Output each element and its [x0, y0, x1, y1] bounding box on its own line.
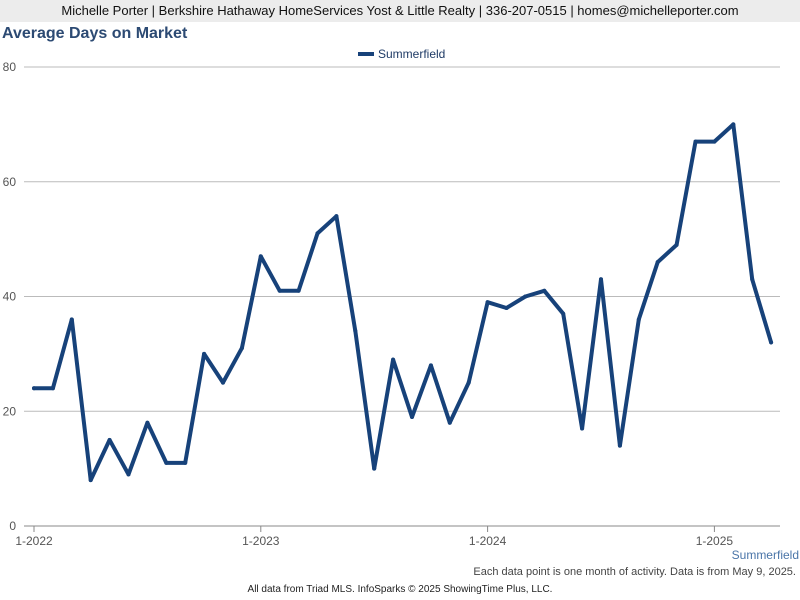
data-point	[202, 351, 207, 356]
y-tick-label: 80	[3, 60, 17, 74]
data-point	[107, 437, 112, 442]
data-point	[221, 380, 225, 385]
source-footer: All data from Triad MLS. InfoSparks © 20…	[247, 584, 553, 595]
data-point	[769, 340, 774, 345]
x-tick-label: 1-2025	[696, 534, 734, 548]
data-point	[655, 260, 660, 265]
data-point	[258, 254, 263, 259]
data-point	[88, 478, 93, 483]
data-point	[712, 139, 717, 144]
data-point	[485, 300, 490, 305]
data-point	[69, 317, 74, 322]
data-point	[372, 466, 377, 471]
agent-contact-bar: Michelle Porter | Berkshire Hathaway Hom…	[0, 0, 800, 22]
legend-swatch	[358, 52, 374, 56]
series-line-0	[32, 122, 774, 483]
data-point	[447, 420, 452, 425]
data-point	[145, 420, 150, 425]
data-point	[239, 346, 244, 351]
data-point	[523, 294, 528, 299]
data-point	[466, 380, 471, 385]
y-tick-label: 20	[3, 404, 17, 418]
data-point	[353, 328, 358, 333]
data-point	[428, 363, 433, 368]
chart-legend[interactable]: Summerfield	[358, 46, 445, 62]
data-point	[617, 443, 622, 448]
x-tick-label: 1-2022	[15, 534, 53, 548]
agent-contact-text: Michelle Porter | Berkshire Hathaway Hom…	[61, 3, 739, 18]
data-point	[296, 288, 301, 293]
data-point	[636, 317, 641, 322]
data-point	[277, 288, 282, 293]
x-tick-label: 1-2023	[242, 534, 280, 548]
legend-series-label: Summerfield	[378, 47, 446, 61]
data-point	[32, 386, 36, 391]
geography-label: Summerfield	[731, 548, 799, 562]
data-point	[334, 214, 339, 219]
data-point	[580, 426, 585, 431]
y-tick-label: 60	[3, 175, 17, 189]
data-point	[183, 460, 188, 465]
data-point	[315, 231, 320, 236]
data-point	[693, 139, 698, 144]
data-point	[504, 305, 509, 310]
x-tick-label: 1-2024	[469, 534, 507, 548]
data-point	[164, 460, 169, 465]
data-note: Each data point is one month of activity…	[473, 566, 796, 578]
data-point	[410, 414, 414, 419]
data-point	[750, 277, 755, 282]
data-point	[599, 277, 603, 282]
data-point	[731, 122, 736, 127]
y-tick-label: 0	[9, 519, 16, 533]
data-point	[674, 242, 679, 247]
chart-title: Average Days on Market	[2, 25, 188, 42]
data-point	[542, 288, 547, 293]
y-tick-label: 40	[3, 290, 17, 304]
data-point	[561, 311, 566, 316]
data-point	[391, 357, 396, 362]
data-point	[50, 386, 55, 391]
data-point	[126, 472, 131, 477]
